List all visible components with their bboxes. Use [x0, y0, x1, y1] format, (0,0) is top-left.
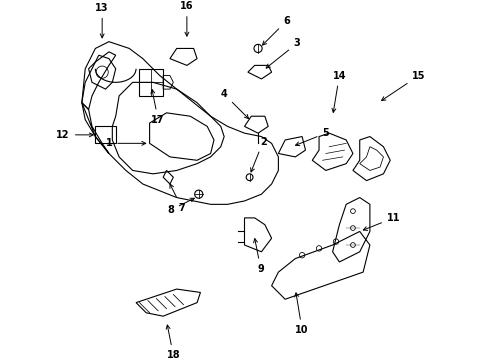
Text: 10: 10 — [294, 293, 308, 335]
Text: 17: 17 — [151, 90, 164, 125]
Text: 8: 8 — [167, 198, 194, 215]
Text: 12: 12 — [56, 130, 93, 140]
Text: 1: 1 — [105, 138, 145, 148]
Text: 6: 6 — [262, 15, 290, 45]
Text: 2: 2 — [250, 137, 266, 172]
Text: 16: 16 — [180, 1, 193, 36]
Text: 11: 11 — [363, 213, 400, 230]
Text: 14: 14 — [331, 71, 346, 112]
Text: 13: 13 — [95, 3, 109, 38]
Text: 18: 18 — [166, 325, 180, 360]
Text: 5: 5 — [295, 128, 328, 146]
Text: 3: 3 — [265, 39, 300, 68]
Text: 7: 7 — [170, 184, 185, 213]
Text: 9: 9 — [253, 239, 264, 274]
Text: 15: 15 — [381, 71, 425, 100]
Text: 4: 4 — [221, 89, 248, 118]
